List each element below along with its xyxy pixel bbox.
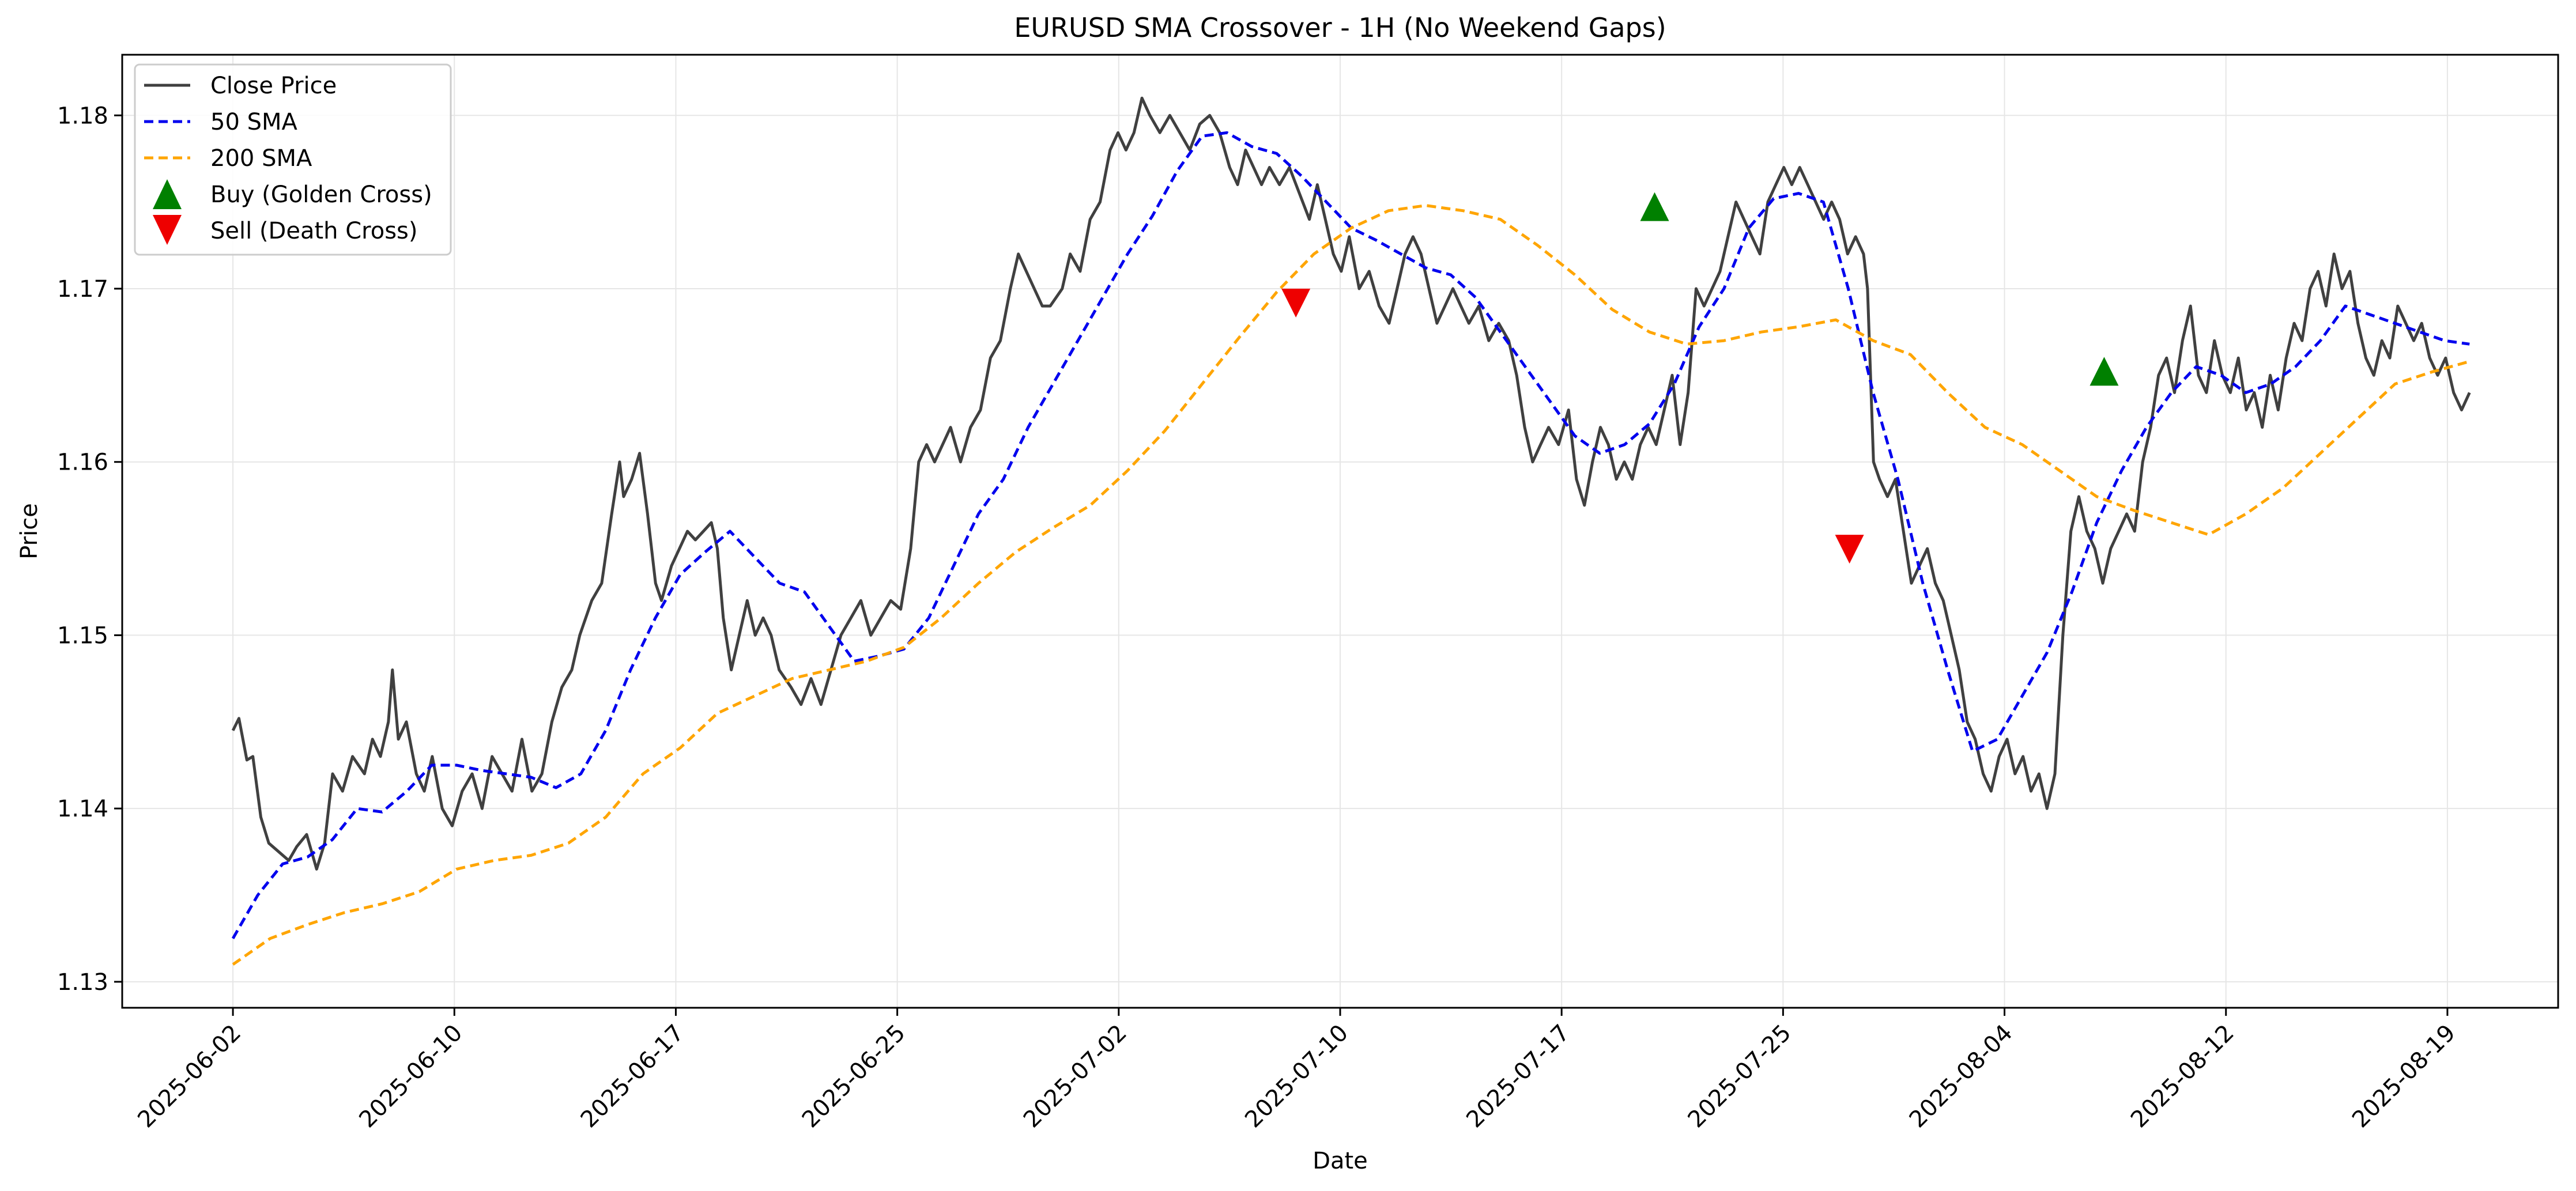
chart-title: EURUSD SMA Crossover - 1H (No Weekend Ga… — [1014, 12, 1666, 43]
sma50-line — [231, 131, 2470, 939]
sma200-line — [232, 204, 2470, 966]
x-axis-label: Date — [1312, 1148, 1368, 1174]
y-tick-label: 1.16 — [57, 449, 108, 476]
legend-label-sma50: 50 SMA — [210, 109, 298, 135]
legend-box — [134, 63, 452, 256]
legend-swatch-sell — [153, 215, 182, 245]
legend-label-close: Close Price — [210, 73, 337, 99]
y-tick-label: 1.13 — [57, 969, 108, 996]
plot-area — [121, 54, 2559, 1009]
close-price-line — [231, 96, 2471, 871]
y-tick-label: 1.14 — [57, 796, 108, 822]
legend-label-sma200: 200 SMA — [210, 145, 312, 172]
y-axis: 1.13 1.14 1.15 1.16 1.17 1.18 — [57, 103, 122, 996]
legend-label-buy: Buy (Golden Cross) — [210, 182, 432, 208]
buy-signal-marker — [1640, 192, 1669, 221]
signal-layer — [1281, 192, 2119, 564]
sell-signal-marker — [1281, 289, 1311, 318]
series-layer — [231, 96, 2471, 966]
grid — [122, 55, 2558, 1008]
legend-swatch-buy — [153, 179, 182, 209]
sell-signal-marker — [1835, 535, 1864, 564]
buy-signal-marker — [2090, 357, 2119, 386]
y-tick-label: 1.15 — [57, 622, 108, 649]
y-tick-label: 1.17 — [57, 276, 108, 303]
legend-label-sell: Sell (Death Cross) — [210, 218, 417, 244]
legend: Close Price 50 SMA 200 SMA Buy (Golden C… — [134, 63, 452, 256]
y-tick-label: 1.18 — [57, 103, 108, 129]
y-axis-label: Price — [16, 503, 43, 559]
